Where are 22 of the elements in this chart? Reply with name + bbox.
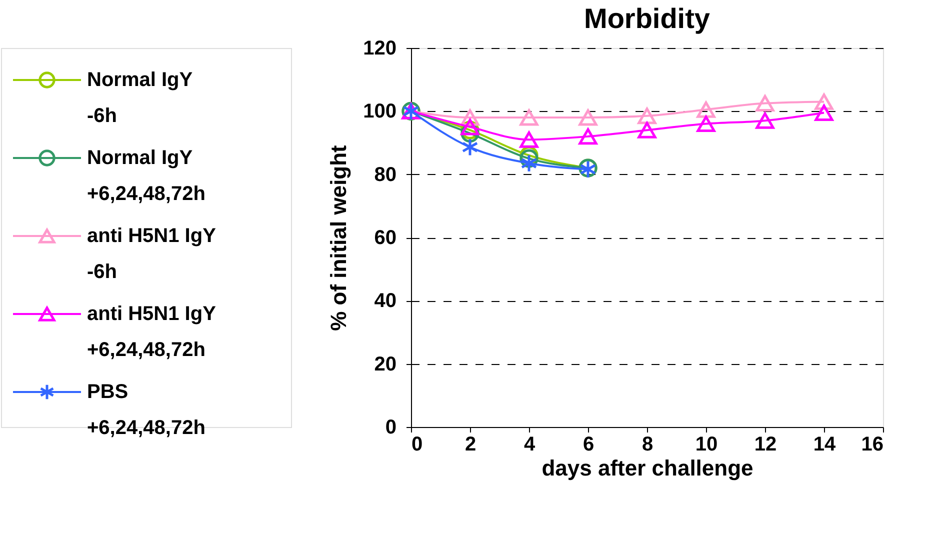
y-tick-label: 100 bbox=[363, 100, 396, 123]
y-tick-label: 20 bbox=[374, 353, 396, 376]
y-tick-label: 120 bbox=[363, 38, 396, 60]
legend-label: Normal IgY -6h bbox=[87, 69, 194, 127]
x-tick-label: 14 bbox=[813, 434, 836, 456]
y-tick-label: 60 bbox=[374, 227, 396, 249]
y-tick-label: 0 bbox=[385, 416, 396, 438]
y-axis-title: % of initial weight bbox=[326, 144, 352, 331]
x-tick-label: 16 bbox=[861, 434, 884, 456]
x-tick-label: 4 bbox=[524, 434, 536, 456]
x-tick-label: 6 bbox=[582, 434, 594, 456]
x-tick-label: 8 bbox=[642, 434, 654, 456]
x-tick-label: 12 bbox=[754, 434, 777, 456]
x-tick-label: 2 bbox=[464, 434, 476, 456]
x-axis-title: days after challenge bbox=[542, 456, 754, 480]
x-tick-label: 0 bbox=[412, 434, 423, 456]
y-tick-label: 80 bbox=[374, 164, 396, 186]
legend-label: anti H5N1 IgY +6,24,48,72h bbox=[87, 303, 217, 361]
legend-label: PBS +6,24,48,72h bbox=[87, 381, 206, 439]
y-tick-label: 40 bbox=[374, 290, 396, 312]
x-tick-label: 10 bbox=[695, 434, 718, 456]
chart-title: Morbidity bbox=[584, 3, 710, 34]
